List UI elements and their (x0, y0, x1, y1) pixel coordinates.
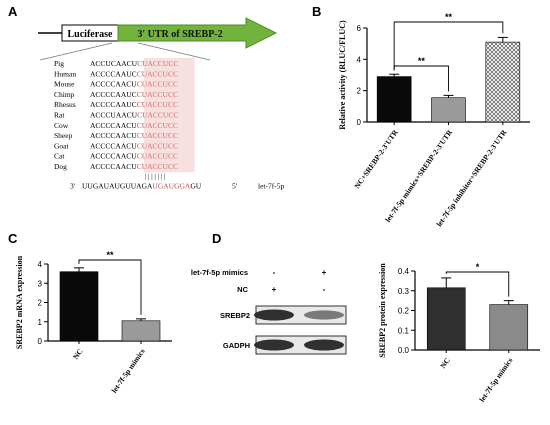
panel-label-d: D (212, 231, 221, 246)
chart-b: 0 2 4 6 Relative activity (RLUC/FLUC) NC+SREB… (338, 12, 530, 228)
y-tick-label: 1 (38, 318, 43, 327)
species-sequence-pig: ACCUCAACUCUACCUCC (90, 59, 178, 68)
panel-label-b: B (312, 4, 321, 19)
sequence-alignment: Pig ACCUCAACUCUACCUCC Human ACCCCAAUCCUACCU… (54, 58, 284, 190)
species-name-dog: Dog (54, 162, 67, 171)
blot-row-sign: - (273, 268, 276, 277)
y-tick-label: 2 (38, 299, 43, 308)
y-tick-label: 0.3 (398, 287, 410, 296)
y-tick-label: 3 (38, 279, 43, 288)
species-sequence-rat: ACCCUAACUCUACCUCC (90, 111, 178, 120)
species-name-human: Human (54, 69, 76, 78)
species-name-goat: Goat (54, 141, 69, 150)
blot-band-1 (304, 339, 344, 351)
species-name-cat: Cat (54, 152, 65, 161)
y-tick-label: 0 (38, 337, 43, 346)
western-blot: let-7f-5p mimics - + NC + - SREBP2 GADPH (191, 268, 347, 355)
blot-row-label: let-7f-5p mimics (191, 268, 248, 277)
species-name-chimp: Chimp (54, 90, 75, 99)
significance-bracket (393, 21, 504, 71)
blot-row-sign: + (272, 285, 277, 294)
y-axis-title: Relative activity (RLUC/FLUC) (338, 20, 347, 130)
bar-1 (489, 304, 529, 351)
bar-0 (376, 76, 412, 123)
y-tick-label: 2 (357, 87, 362, 96)
blot-band-0 (254, 309, 294, 321)
x-category-label: let-7f-5p mimics (477, 356, 514, 404)
species-sequence-rhesus: ACCCCAAUCCUACCUCC (90, 100, 178, 109)
chart-c: 0 1 2 3 4 SREBP2 mRNA expression NC let-7f-5p m… (15, 250, 172, 395)
bar-1 (431, 97, 466, 123)
bar-2 (485, 41, 521, 123)
y-tick-label: 0.1 (398, 326, 410, 335)
blot-band-1 (304, 310, 344, 320)
significance-marker: * (476, 262, 480, 272)
mirna-name: let-7f-5p (258, 181, 284, 190)
species-sequence-mouse: ACCCCAACUCUACCUCC (90, 80, 178, 89)
mirna-prefix: 3' (70, 181, 76, 190)
y-tick-label: 4 (357, 55, 362, 64)
y-tick-label: 0.0 (398, 346, 410, 355)
species-name-rat: Rat (54, 111, 65, 120)
species-sequence-goat: ACCCCAACUCUACCUCC (90, 141, 178, 150)
zoom-line-right (137, 42, 211, 61)
y-tick-label: 0.2 (398, 307, 410, 316)
x-category-label: NC (71, 347, 85, 361)
species-sequence-chimp: ACCCCAAUCCUACCUCC (90, 90, 178, 99)
significance-marker: ** (106, 250, 114, 260)
x-category-label: let-7f-5p mimics (110, 347, 147, 395)
species-sequence-sheep: ACCCCAACUCUACCUCC (90, 131, 178, 140)
construct-diagram: Luciferase 3' UTR of SREBP-2 (38, 17, 278, 61)
bar-0 (426, 287, 466, 351)
blot-band-label: SREBP2 (220, 311, 250, 320)
x-category-label: NC+SREBP-2-3'UTR (352, 128, 400, 191)
zoom-line-left (39, 42, 113, 61)
species-name-pig: Pig (54, 59, 64, 68)
y-axis-title: SREBP2 protein expression (378, 263, 387, 358)
seed-highlight-box (143, 58, 195, 173)
luciferase-label: Luciferase (68, 29, 114, 40)
blot-row-label: NC (237, 285, 248, 294)
mirna-sequence: UUGAUAUGUUAGAUGAUGGAGU (82, 181, 202, 190)
y-axis-title: SREBP2 mRNA expression (15, 255, 24, 349)
panel-label-c: C (8, 231, 18, 246)
species-sequence-cow: ACCCCAACUCUACCUCC (90, 121, 178, 130)
blot-band-label: GADPH (223, 341, 250, 350)
utr-arrow (117, 17, 278, 49)
significance-bracket (78, 259, 142, 315)
y-tick-label: 0 (357, 118, 362, 127)
bar-0 (59, 271, 99, 342)
significance-bracket (445, 271, 510, 297)
blot-band-0 (254, 339, 294, 351)
y-tick-label: 4 (38, 260, 43, 269)
x-category-label: NC (438, 356, 452, 370)
chart-d: 0.0 0.1 0.2 0.3 0.4 SREBP2 protein expression… (378, 262, 540, 404)
panel-label-a: A (8, 4, 18, 19)
y-tick-label: 6 (357, 24, 362, 33)
significance-marker: ** (418, 56, 426, 66)
blot-row-sign: - (323, 285, 326, 294)
species-sequence-cat: ACCCCAACUCUACCUCC (90, 152, 178, 161)
species-name-mouse: Mouse (54, 80, 75, 89)
utr-label: 3' UTR of SREBP-2 (137, 29, 222, 40)
mirna-suffix: 5' (232, 181, 238, 190)
bar-1 (121, 320, 161, 342)
blot-row-sign: + (322, 268, 327, 277)
y-tick-label: 0.4 (398, 267, 410, 276)
species-sequence-human: ACCCCAAUCCUACCUCC (90, 69, 178, 78)
significance-marker: ** (445, 12, 453, 22)
species-sequence-dog: ACCCCAACUCUACCUCC (90, 162, 178, 171)
pairing-marks: | | | | | | | (145, 172, 165, 180)
species-name-cow: Cow (54, 121, 69, 130)
species-name-rhesus: Rhesus (54, 100, 76, 109)
species-name-sheep: Sheep (54, 131, 73, 140)
